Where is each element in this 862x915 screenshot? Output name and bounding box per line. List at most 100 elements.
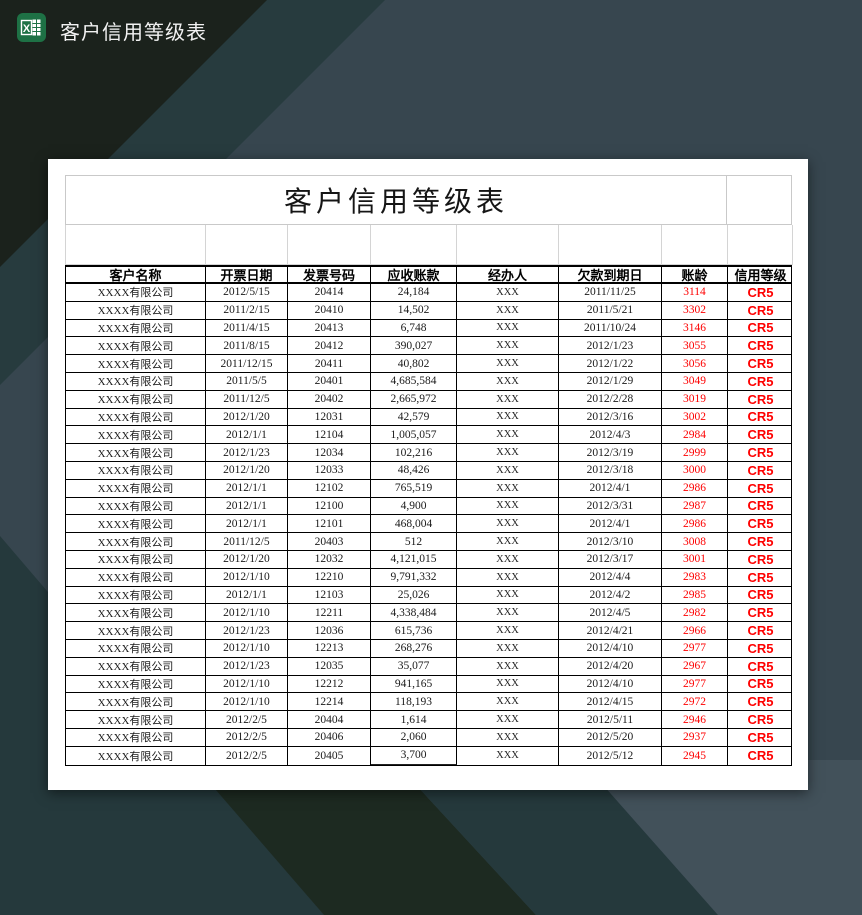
cell-handler[interactable]: XXX [457, 479, 559, 497]
cell-invoice-date[interactable]: 2012/1/20 [206, 461, 288, 479]
cell-account-age[interactable]: 2966 [662, 622, 728, 639]
cell-receivable-amount[interactable]: 4,121,015 [371, 550, 457, 568]
cell-credit-rating[interactable]: CR5 [747, 729, 774, 745]
header-due-date[interactable]: 欠款到期日 [559, 267, 662, 282]
cell-credit-rating[interactable]: CR5 [747, 712, 774, 728]
header-credit-rating[interactable]: 信用等级 [734, 268, 787, 282]
cell-invoice-number[interactable]: 20414 [288, 284, 371, 301]
cell-invoice-number[interactable]: 12104 [288, 426, 371, 444]
cell-due-date[interactable]: 2012/5/12 [559, 746, 662, 765]
cell-invoice-date[interactable]: 2011/12/15 [206, 355, 288, 372]
cell-receivable-amount[interactable]: 9,791,332 [371, 568, 457, 586]
cell-account-age[interactable]: 3000 [662, 461, 728, 479]
cell-receivable-amount[interactable]: 102,216 [371, 444, 457, 461]
cell-handler[interactable]: XXX [457, 515, 559, 533]
cell-due-date[interactable]: 2012/3/16 [559, 408, 662, 426]
cell-account-age[interactable]: 3019 [662, 390, 728, 408]
cell-credit-rating[interactable]: CR5 [747, 391, 774, 407]
cell-credit-rating[interactable]: CR5 [747, 480, 774, 496]
cell-invoice-date[interactable]: 2012/1/23 [206, 444, 288, 461]
cell-receivable-amount[interactable]: 24,184 [371, 284, 457, 301]
cell-handler[interactable]: XXX [457, 319, 559, 337]
cell-invoice-number[interactable]: 12210 [288, 568, 371, 586]
cell-customer-name[interactable]: XXXX有限公司 [66, 319, 206, 337]
cell-invoice-date[interactable]: 2012/1/20 [206, 408, 288, 426]
cell-invoice-number[interactable]: 12213 [288, 639, 371, 657]
cell-customer-name[interactable]: XXXX有限公司 [66, 604, 206, 622]
cell-receivable-amount[interactable]: 48,426 [371, 461, 457, 479]
cell-credit-rating[interactable]: CR5 [747, 658, 774, 674]
cell-receivable-amount[interactable]: 40,802 [371, 355, 457, 372]
cell-invoice-date[interactable]: 2012/1/10 [206, 639, 288, 657]
cell-invoice-date[interactable]: 2012/5/15 [206, 284, 288, 301]
cell-due-date[interactable]: 2012/3/31 [559, 497, 662, 515]
cell-receivable-amount[interactable]: 4,900 [371, 497, 457, 515]
cell-customer-name[interactable]: XXXX有限公司 [66, 533, 206, 550]
cell-invoice-date[interactable]: 2011/12/5 [206, 533, 288, 550]
cell-due-date[interactable]: 2012/3/18 [559, 461, 662, 479]
header-customer-name[interactable]: 客户名称 [66, 267, 206, 282]
cell-due-date[interactable]: 2012/5/11 [559, 711, 662, 728]
cell-handler[interactable]: XXX [457, 657, 559, 675]
cell-receivable-amount[interactable]: 118,193 [371, 693, 457, 711]
cell-account-age[interactable]: 2977 [662, 675, 728, 693]
cell-account-age[interactable]: 3002 [662, 408, 728, 426]
cell-invoice-number[interactable]: 12032 [288, 550, 371, 568]
cell-due-date[interactable]: 2011/5/21 [559, 301, 662, 319]
spacer-cell[interactable] [288, 225, 371, 265]
cell-credit-rating[interactable]: CR5 [747, 623, 774, 639]
cell-credit-rating[interactable]: CR5 [747, 462, 774, 478]
cell-account-age[interactable]: 2987 [662, 497, 728, 515]
spacer-cell[interactable] [559, 225, 662, 265]
cell-handler[interactable]: XXX [457, 728, 559, 746]
cell-receivable-amount[interactable]: 615,736 [371, 622, 457, 639]
cell-handler[interactable]: XXX [457, 372, 559, 390]
cell-invoice-number[interactable]: 12031 [288, 408, 371, 426]
cell-receivable-amount[interactable]: 1,614 [371, 711, 457, 728]
cell-handler[interactable]: XXX [457, 568, 559, 586]
cell-invoice-date[interactable]: 2012/1/23 [206, 622, 288, 639]
cell-customer-name[interactable]: XXXX有限公司 [66, 622, 206, 639]
cell-invoice-number[interactable]: 20413 [288, 319, 371, 337]
cell-credit-rating[interactable]: CR5 [747, 587, 774, 603]
cell-customer-name[interactable]: XXXX有限公司 [66, 657, 206, 675]
cell-receivable-amount[interactable]: 4,685,584 [371, 372, 457, 390]
cell-account-age[interactable]: 2984 [662, 426, 728, 444]
cell-invoice-number[interactable]: 12101 [288, 515, 371, 533]
cell-customer-name[interactable]: XXXX有限公司 [66, 515, 206, 533]
cell-handler[interactable]: XXX [457, 301, 559, 319]
cell-invoice-date[interactable]: 2011/4/15 [206, 319, 288, 337]
cell-credit-rating[interactable]: CR5 [747, 427, 774, 443]
cell-credit-rating[interactable]: CR5 [747, 373, 774, 389]
cell-due-date[interactable]: 2012/1/22 [559, 355, 662, 372]
cell-due-date[interactable]: 2012/4/1 [559, 479, 662, 497]
cell-due-date[interactable]: 2012/5/20 [559, 728, 662, 746]
cell-account-age[interactable]: 2986 [662, 515, 728, 533]
cell-account-age[interactable]: 2977 [662, 639, 728, 657]
header-invoice-date[interactable]: 开票日期 [206, 267, 288, 282]
cell-receivable-amount[interactable]: 6,748 [371, 319, 457, 337]
cell-due-date[interactable]: 2012/3/10 [559, 533, 662, 550]
cell-receivable-amount[interactable]: 14,502 [371, 301, 457, 319]
cell-credit-rating[interactable]: CR5 [747, 356, 774, 372]
cell-handler[interactable]: XXX [457, 497, 559, 515]
cell-invoice-date[interactable]: 2011/5/5 [206, 372, 288, 390]
cell-due-date[interactable]: 2012/4/1 [559, 515, 662, 533]
cell-invoice-date[interactable]: 2012/1/10 [206, 675, 288, 693]
cell-receivable-amount[interactable]: 35,077 [371, 657, 457, 675]
cell-account-age[interactable]: 2945 [662, 746, 728, 765]
cell-credit-rating[interactable]: CR5 [747, 445, 774, 461]
cell-customer-name[interactable]: XXXX有限公司 [66, 711, 206, 728]
cell-due-date[interactable]: 2012/4/21 [559, 622, 662, 639]
cell-invoice-date[interactable]: 2012/2/5 [206, 728, 288, 746]
cell-due-date[interactable]: 2012/4/20 [559, 657, 662, 675]
cell-invoice-number[interactable]: 12034 [288, 444, 371, 461]
cell-handler[interactable]: XXX [457, 746, 559, 765]
cell-credit-rating[interactable]: CR5 [747, 338, 774, 354]
cell-account-age[interactable]: 3055 [662, 337, 728, 355]
cell-account-age[interactable]: 2982 [662, 604, 728, 622]
cell-account-age[interactable]: 3056 [662, 355, 728, 372]
cell-invoice-date[interactable]: 2012/2/5 [206, 711, 288, 728]
cell-due-date[interactable]: 2012/4/10 [559, 675, 662, 693]
cell-due-date[interactable]: 2011/10/24 [559, 319, 662, 337]
